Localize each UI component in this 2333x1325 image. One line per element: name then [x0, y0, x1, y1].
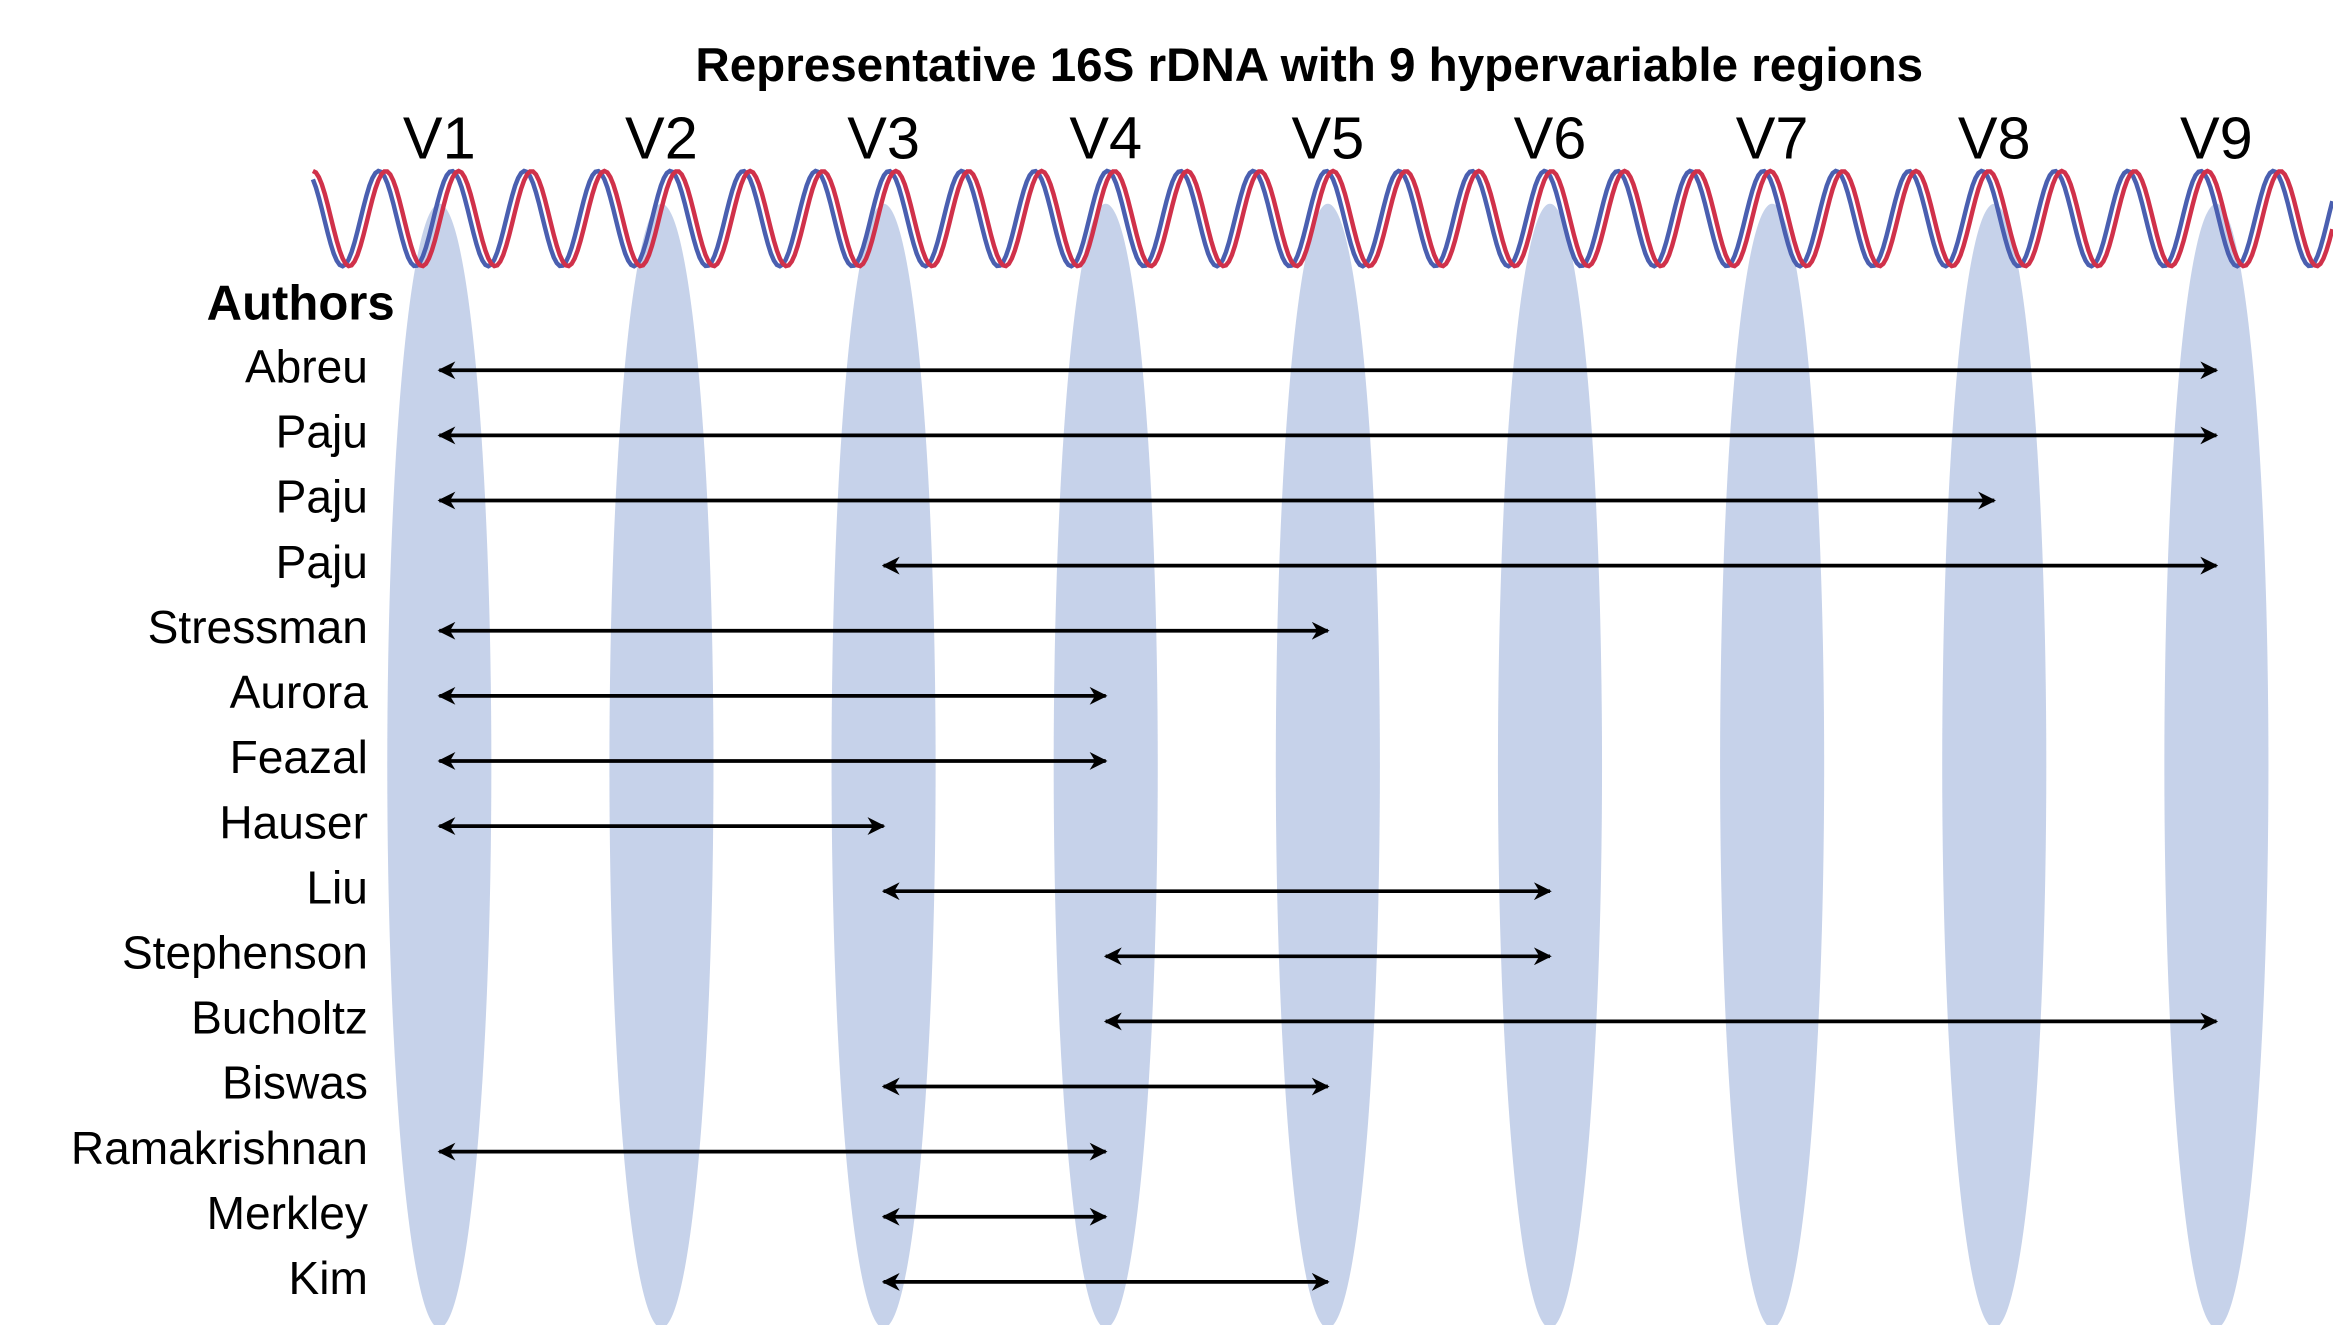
author-name: Paju	[276, 536, 368, 588]
author-name: Aurora	[230, 666, 369, 718]
author-name: Ramakrishnan	[71, 1122, 368, 1174]
author-name: Hauser	[219, 796, 368, 848]
region-label: V5	[1291, 104, 1364, 171]
author-name: Abreu	[245, 340, 368, 392]
region-label: V2	[625, 104, 698, 171]
region-label: V1	[403, 104, 476, 171]
author-name: Kim	[289, 1252, 368, 1304]
helix	[310, 168, 2333, 269]
region-label: V9	[2180, 104, 2253, 171]
authors-heading: Authors	[207, 276, 395, 330]
author-name: Stephenson	[122, 926, 368, 978]
region-band	[1720, 203, 1825, 1325]
author-name: Paju	[276, 471, 368, 523]
region-band	[1942, 203, 2047, 1325]
author-name: Paju	[276, 406, 368, 458]
helix-strand	[310, 168, 2333, 269]
rows-layer: Abreu Paju Paju Paju Stressman Aurora Feazal Ha…	[71, 340, 2219, 1304]
author-name: Feazal	[230, 731, 368, 783]
author-name: Merkley	[207, 1187, 368, 1239]
region-label: V6	[1514, 104, 1587, 171]
region-label: V7	[1736, 104, 1809, 171]
region-label: V4	[1069, 104, 1142, 171]
title: Representative 16S rDNA with 9 hypervari…	[695, 39, 1923, 92]
region-band	[1497, 203, 1603, 1325]
author-name: Stressman	[148, 601, 368, 653]
region-band	[2164, 203, 2269, 1325]
author-name: Liu	[306, 861, 368, 913]
region-label: V8	[1958, 104, 2031, 171]
region-label: V3	[847, 104, 920, 171]
region-band	[1275, 203, 1380, 1325]
author-name: Bucholtz	[191, 992, 368, 1044]
author-name: Biswas	[222, 1057, 368, 1109]
helix-strand	[311, 168, 2333, 269]
